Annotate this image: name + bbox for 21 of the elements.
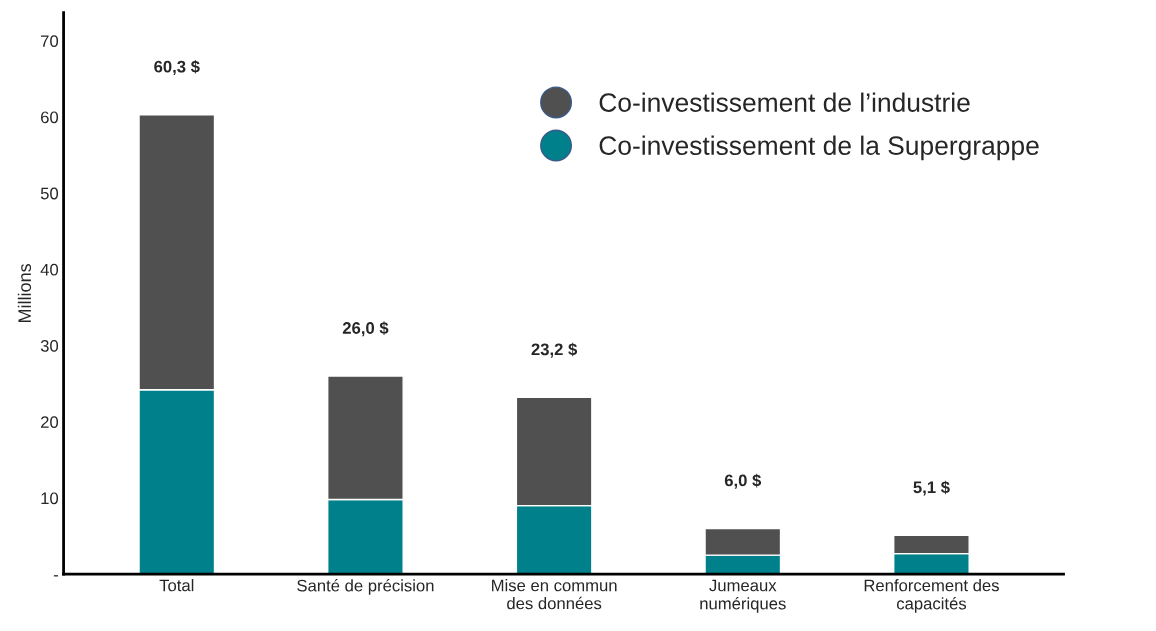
- y-tick-label: 60: [41, 111, 59, 124]
- total-label: 23,2 $: [531, 342, 578, 358]
- y-tick-label: 50: [40, 187, 59, 200]
- y-tick-label: 20: [41, 416, 59, 429]
- x-tick-label: Total: [159, 579, 194, 592]
- x-tick-label: Santé de précision: [297, 579, 434, 595]
- total-label: 5,1 $: [913, 480, 950, 496]
- y-axis-title: Millions: [17, 263, 32, 323]
- y-tick-label: 40: [40, 263, 59, 276]
- x-tick-label: Jumeaux numériques: [700, 579, 786, 613]
- y-tick-label: 70: [41, 35, 59, 48]
- total-label: 26,0 $: [342, 321, 389, 337]
- legend-label: Co-investissement de la Supergrappe: [599, 135, 1039, 161]
- legend-label: Co-investissement de l’industrie: [599, 92, 970, 112]
- y-tick-label: 30: [40, 340, 59, 352]
- x-tick-label: Mise en commun des données: [492, 579, 617, 610]
- total-label: 60,3 $: [154, 60, 200, 75]
- total-label: 6,0 $: [724, 473, 762, 489]
- x-tick-label: Renforcement des capacités: [864, 579, 999, 613]
- y-tick-label: -: [53, 575, 58, 577]
- y-tick-label: 10: [41, 492, 59, 505]
